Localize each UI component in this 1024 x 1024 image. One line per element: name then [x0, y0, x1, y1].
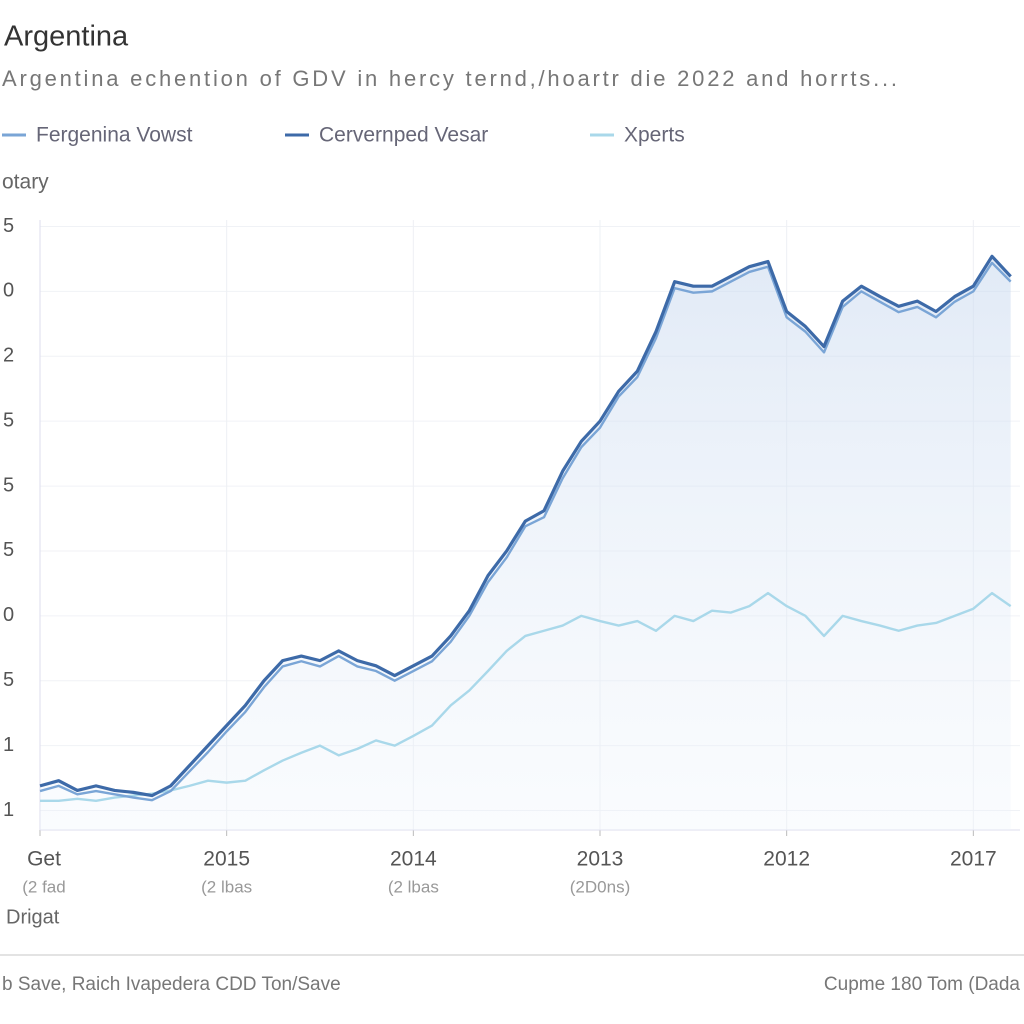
y-tick-label: 0 [3, 280, 14, 302]
x-tick-label: 2014 [390, 848, 437, 871]
y-tick-label: 2 [3, 345, 14, 367]
y-tick-label: 1 [3, 734, 14, 756]
series-line [39, 261, 1012, 802]
x-tick-label: Get [27, 848, 61, 871]
x-tick-label: 2012 [763, 848, 810, 871]
x-tick-label: 2013 [577, 848, 624, 871]
footer-left: b Save, Raich Ivapedera CDD Ton/Save [2, 974, 341, 995]
y-tick-label: 1 [3, 799, 14, 821]
y-tick-label: 5 [3, 215, 14, 237]
chart-title: Argentina [4, 21, 129, 53]
x-tick-label: 2017 [950, 848, 997, 871]
x-tick-label: 2015 [203, 848, 250, 871]
x-tick-sublabel: (2 lbas [201, 877, 252, 896]
x-tick-sublabel: (2 fad [22, 877, 65, 896]
y-tick-label: 5 [3, 669, 14, 691]
y-tick-label: 5 [3, 409, 14, 431]
y-tick-label: 5 [3, 474, 14, 496]
y-tick-label: 5 [3, 539, 14, 561]
area-fill [40, 256, 1011, 830]
legend-label: Fergenina Vowst [36, 124, 193, 147]
y-tick-label: 0 [3, 604, 14, 626]
y-axis-label: otary [2, 171, 49, 194]
series-line [39, 254, 1012, 798]
chart-subtitle: Argentina echention of GDV in hercy tern… [2, 66, 897, 91]
series-line [40, 591, 1012, 802]
x-tick-sublabel: (2D0ns) [570, 877, 630, 896]
x-axis-label: Drigat [6, 906, 60, 928]
legend-label: Cervernped Vesar [319, 124, 488, 147]
legend-label: Xperts [624, 124, 685, 147]
footer-right: Cupme 180 Tom (Dada [824, 974, 1021, 995]
x-tick-sublabel: (2 lbas [388, 877, 439, 896]
